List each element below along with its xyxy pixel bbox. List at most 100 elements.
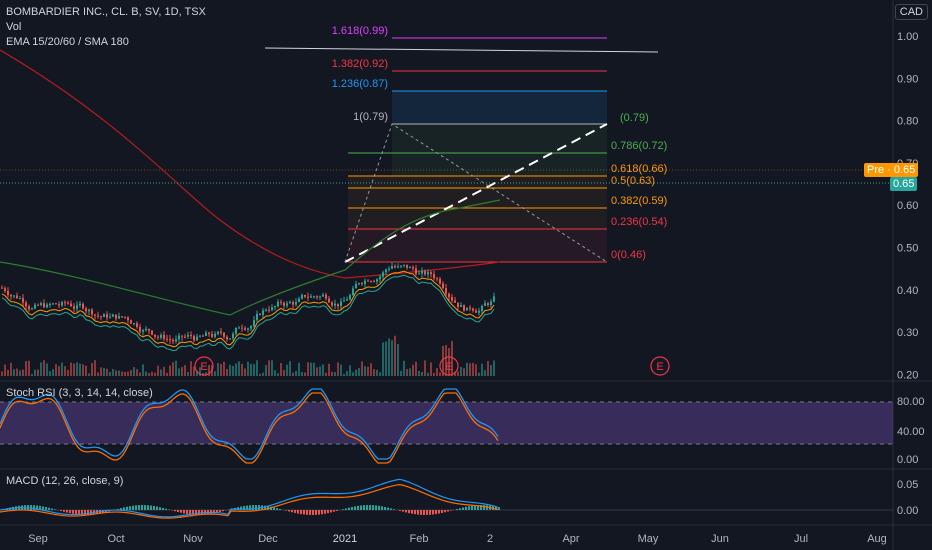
macd-histogram-bar [483, 505, 485, 510]
stoch-d-line [0, 392, 499, 464]
candle-body [175, 339, 177, 342]
volume-bar [427, 372, 429, 376]
volume-bar [397, 343, 399, 376]
candle-body [196, 336, 198, 341]
currency-button[interactable]: CAD [894, 4, 928, 20]
macd-histogram-bar [357, 505, 359, 510]
volume-bar [475, 364, 477, 376]
volume-bar [169, 365, 171, 376]
macd-histogram-bar [351, 506, 353, 510]
volume-bar [283, 370, 285, 376]
candle-body [76, 305, 78, 309]
volume-bar [37, 369, 39, 376]
macd-histogram-bar [303, 510, 305, 515]
volume-bar [301, 372, 303, 376]
macd-histogram-bar [411, 510, 413, 514]
candle-body [271, 307, 273, 311]
volume-bar [307, 362, 309, 376]
volume-bar [277, 373, 279, 376]
macd-histogram-bar [465, 506, 467, 510]
macd-histogram-bar [252, 505, 254, 510]
candle-body [421, 270, 423, 274]
candle-body [424, 270, 426, 275]
macd-histogram-bar [180, 510, 182, 513]
candle-body [358, 283, 360, 285]
candle-body [43, 303, 45, 308]
candle-body [334, 303, 336, 306]
stoch-tick-label: 80.00 [897, 396, 925, 408]
candle-body [97, 315, 99, 317]
candle-body [163, 334, 165, 339]
price-tick-label: 1.00 [897, 31, 918, 43]
candle-body [106, 314, 108, 318]
candle-body [241, 327, 243, 329]
candle-body [304, 294, 306, 297]
trend-line [344, 123, 608, 263]
volume-bar [466, 362, 468, 376]
candle-body [187, 335, 189, 337]
volume-bar [469, 363, 471, 376]
candle-body [94, 314, 96, 316]
macd-histogram-bar [192, 510, 194, 515]
volume-bar [490, 365, 492, 376]
candle-body [415, 268, 417, 274]
volume-bar [235, 363, 237, 376]
macd-histogram-bar [39, 505, 41, 510]
candle-body [481, 305, 483, 311]
macd-line [0, 478, 499, 518]
ema-legend: EMA 15/20/60 / SMA 180 [6, 36, 129, 48]
candle-body [385, 269, 387, 273]
volume-bar [190, 361, 192, 376]
volume-bar [394, 335, 396, 376]
macd-histogram-bar [222, 510, 224, 512]
candle-body [376, 279, 378, 282]
volume-bar [88, 373, 90, 376]
time-tick-label: Dec [258, 533, 278, 545]
macd-histogram-bar [216, 510, 218, 513]
volume-bar [115, 370, 117, 376]
candle-body [310, 296, 312, 298]
volume-bar [337, 362, 339, 376]
volume-bar [373, 369, 375, 376]
volume-bar [355, 369, 357, 376]
macd-histogram-bar [381, 506, 383, 510]
volume-bar [232, 365, 234, 376]
volume-bar [109, 371, 111, 376]
volume-bar [433, 373, 435, 376]
macd-legend: MACD (12, 26, close, 9) [6, 475, 124, 487]
candle-body [262, 310, 264, 315]
volume-bar [340, 364, 342, 376]
candle-body [247, 328, 249, 330]
macd-histogram-bar [195, 510, 197, 515]
macd-histogram-bar [75, 510, 77, 515]
candle-body [412, 267, 414, 269]
macd-histogram-bar [324, 510, 326, 514]
macd-histogram-bar [297, 510, 299, 514]
volume-bar [223, 361, 225, 376]
volume-bar [94, 360, 96, 376]
volume-bar [352, 372, 354, 376]
macd-histogram-bar [429, 510, 431, 515]
candle-body [22, 298, 24, 303]
candle-body [211, 334, 213, 337]
candle-body [331, 302, 333, 306]
candle-body [28, 306, 30, 310]
volume-bar [460, 366, 462, 376]
stoch-tick-label: 0.00 [897, 454, 918, 466]
volume-bar [130, 370, 132, 376]
ema-line [1, 274, 495, 352]
macd-histogram-bar [159, 507, 161, 510]
volume-bar [43, 360, 45, 376]
macd-histogram-bar [42, 506, 44, 510]
volume-legend: Vol [6, 21, 22, 33]
candle-body [235, 327, 237, 334]
volume-bar [250, 363, 252, 376]
candle-body [109, 316, 111, 318]
macd-histogram-bar [420, 510, 422, 515]
candle-body [52, 303, 54, 305]
fib-zone [348, 176, 607, 229]
volume-bar [418, 370, 420, 376]
candle-body [286, 303, 288, 306]
macd-histogram-bar [315, 510, 317, 515]
